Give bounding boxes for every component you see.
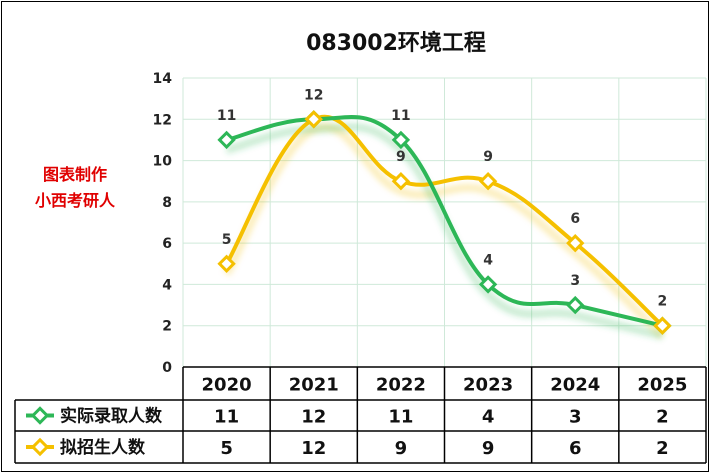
- data-label: 11: [217, 108, 236, 124]
- data-point-marker: [653, 316, 672, 335]
- table-cell: 6: [569, 438, 582, 459]
- legend-marker: [30, 437, 50, 457]
- y-tick-label: 14: [153, 71, 173, 87]
- series-markers: [217, 110, 672, 335]
- x-tick-label: 2025: [637, 375, 687, 396]
- data-label: 9: [483, 149, 493, 165]
- chart-title: 083002环境工程: [306, 30, 486, 56]
- note-line-2: 小西考研人: [35, 191, 116, 210]
- x-tick-label: 2023: [463, 375, 513, 396]
- y-tick-label: 4: [162, 277, 172, 293]
- data-label: 2: [658, 294, 668, 310]
- y-tick-label: 8: [162, 195, 172, 211]
- series-shadows: [223, 122, 666, 340]
- table-cell: 9: [395, 438, 408, 459]
- data-point-marker: [217, 130, 236, 150]
- data-point-marker: [391, 130, 411, 150]
- data-point-marker: [566, 233, 585, 253]
- data-point-marker: [217, 254, 236, 273]
- table-cell: 2: [656, 407, 669, 428]
- data-table: 2020 2021 2022 2023 2024 2025 实际录取人数 11 12 11 4 3 2 拟…: [14, 366, 707, 464]
- data-point-marker: [566, 295, 585, 315]
- y-tick-label: 2: [162, 319, 172, 335]
- watermark-note: 图表制作 小西考研人: [35, 165, 116, 210]
- data-label: 11: [391, 108, 410, 124]
- x-tick-label: 2020: [202, 375, 252, 396]
- table-cell: 4: [482, 407, 495, 428]
- legend-label: 实际录取人数: [60, 406, 163, 427]
- data-point-marker: [391, 172, 411, 191]
- data-label: 5: [222, 232, 232, 248]
- series-shadow: [225, 123, 664, 340]
- table-cell: 5: [220, 438, 233, 459]
- x-tick-label: 2021: [289, 375, 339, 396]
- data-label: 6: [570, 211, 580, 227]
- table-cell: 3: [569, 407, 582, 428]
- table-cell: 11: [388, 407, 413, 428]
- data-label: 9: [396, 149, 406, 165]
- data-point-marker: [478, 275, 498, 294]
- legend-label: 拟招生人数: [60, 437, 146, 458]
- table-cell: 9: [482, 438, 495, 459]
- y-tick-label: 10: [153, 154, 173, 170]
- data-labels: 11 12 11 4 3 5 9 9 6 2: [217, 87, 667, 309]
- data-point-marker: [478, 172, 498, 191]
- table-cell: 12: [301, 407, 326, 428]
- data-label: 4: [483, 252, 493, 268]
- y-tick-label: 6: [162, 236, 172, 252]
- data-label: 12: [304, 87, 323, 103]
- y-tick-label: 12: [153, 112, 172, 128]
- y-tick-label: 0: [162, 360, 172, 376]
- note-line-1: 图表制作: [43, 165, 107, 184]
- table-cell: 2: [656, 438, 669, 459]
- x-tick-label: 2024: [550, 375, 600, 396]
- legend-marker: [30, 406, 50, 425]
- data-point-marker: [304, 110, 323, 129]
- table-cell: 12: [301, 438, 326, 459]
- x-tick-label: 2022: [376, 375, 426, 396]
- table-cell: 11: [214, 407, 239, 428]
- data-label: 3: [570, 273, 580, 289]
- y-axis-ticks: 0 2 4 6 8 10 12 14: [153, 71, 173, 376]
